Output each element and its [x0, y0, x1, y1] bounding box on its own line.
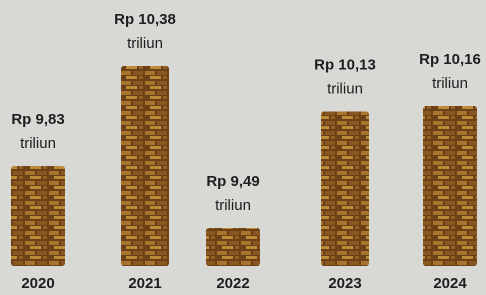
money-texture: [206, 228, 260, 266]
chart: Rp 9,83 triliun 2020 Rp 10,38 triliun 2021 Rp …: [0, 0, 486, 295]
value-label: Rp 10,38: [114, 11, 176, 28]
x-tick-label: 2024: [433, 275, 467, 292]
x-tick-label: 2021: [128, 275, 161, 292]
money-texture: [321, 112, 369, 266]
unit-label: triliun: [127, 35, 163, 52]
value-label: Rp 9,49: [206, 173, 259, 190]
x-tick-label: 2020: [21, 275, 54, 292]
unit-label: triliun: [215, 197, 251, 214]
unit-label: triliun: [327, 80, 363, 97]
money-texture: [11, 166, 65, 266]
unit-label: triliun: [432, 75, 468, 92]
value-label: Rp 10,16: [419, 51, 481, 68]
money-texture: [423, 106, 477, 266]
x-tick-label: 2022: [216, 275, 249, 292]
value-label: Rp 10,13: [314, 56, 376, 73]
x-tick-label: 2023: [328, 275, 361, 292]
value-label: Rp 9,83: [11, 111, 64, 128]
money-texture: [121, 66, 169, 266]
unit-label: triliun: [20, 135, 56, 152]
